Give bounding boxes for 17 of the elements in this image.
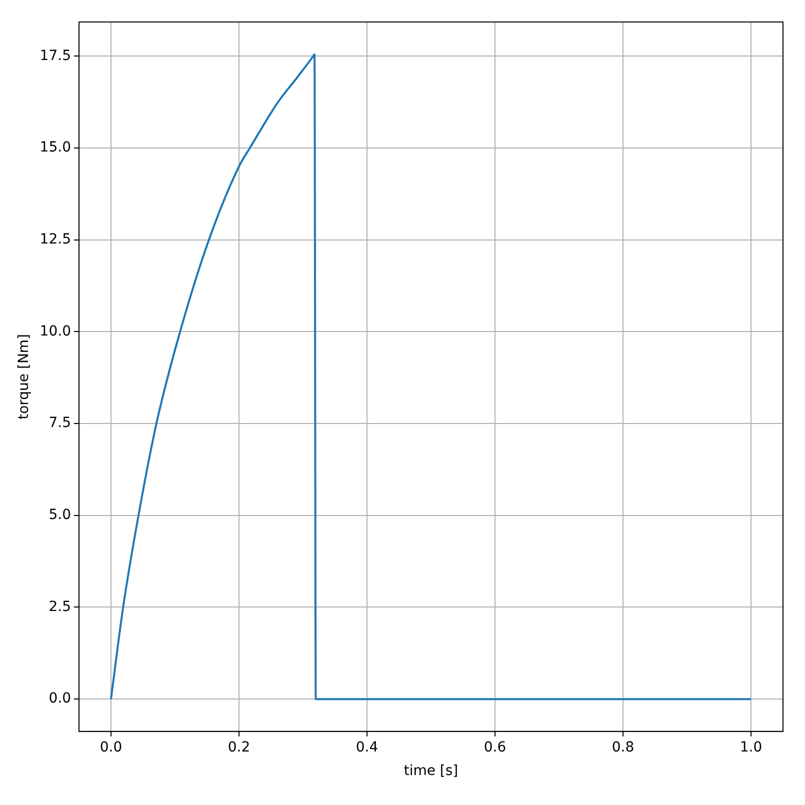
- line-series: [110, 53, 752, 700]
- x-tick-label: 0.6: [484, 739, 506, 756]
- y-tick-label: 10.0: [40, 323, 71, 340]
- y-tick-label: 17.5: [40, 48, 71, 64]
- y-tick-label: 2.5: [48, 598, 71, 615]
- x-tick-label: 0.8: [612, 739, 634, 756]
- x-tick-label: 1.0: [740, 739, 762, 756]
- y-tick-label: 0.0: [48, 690, 71, 707]
- x-axis-title: time [s]: [404, 763, 458, 780]
- y-tick-label: 15.0: [40, 140, 71, 156]
- y-tick-label: 5.0: [48, 507, 71, 524]
- x-tick-label: 0.2: [228, 739, 250, 756]
- y-tick-label: 7.5: [48, 415, 71, 432]
- y-tick-label: 12.5: [40, 231, 71, 248]
- x-tick-label: 0.0: [100, 739, 122, 756]
- y-axis-title: torque [Nm]: [16, 334, 32, 420]
- x-tick-label: 0.4: [356, 739, 378, 756]
